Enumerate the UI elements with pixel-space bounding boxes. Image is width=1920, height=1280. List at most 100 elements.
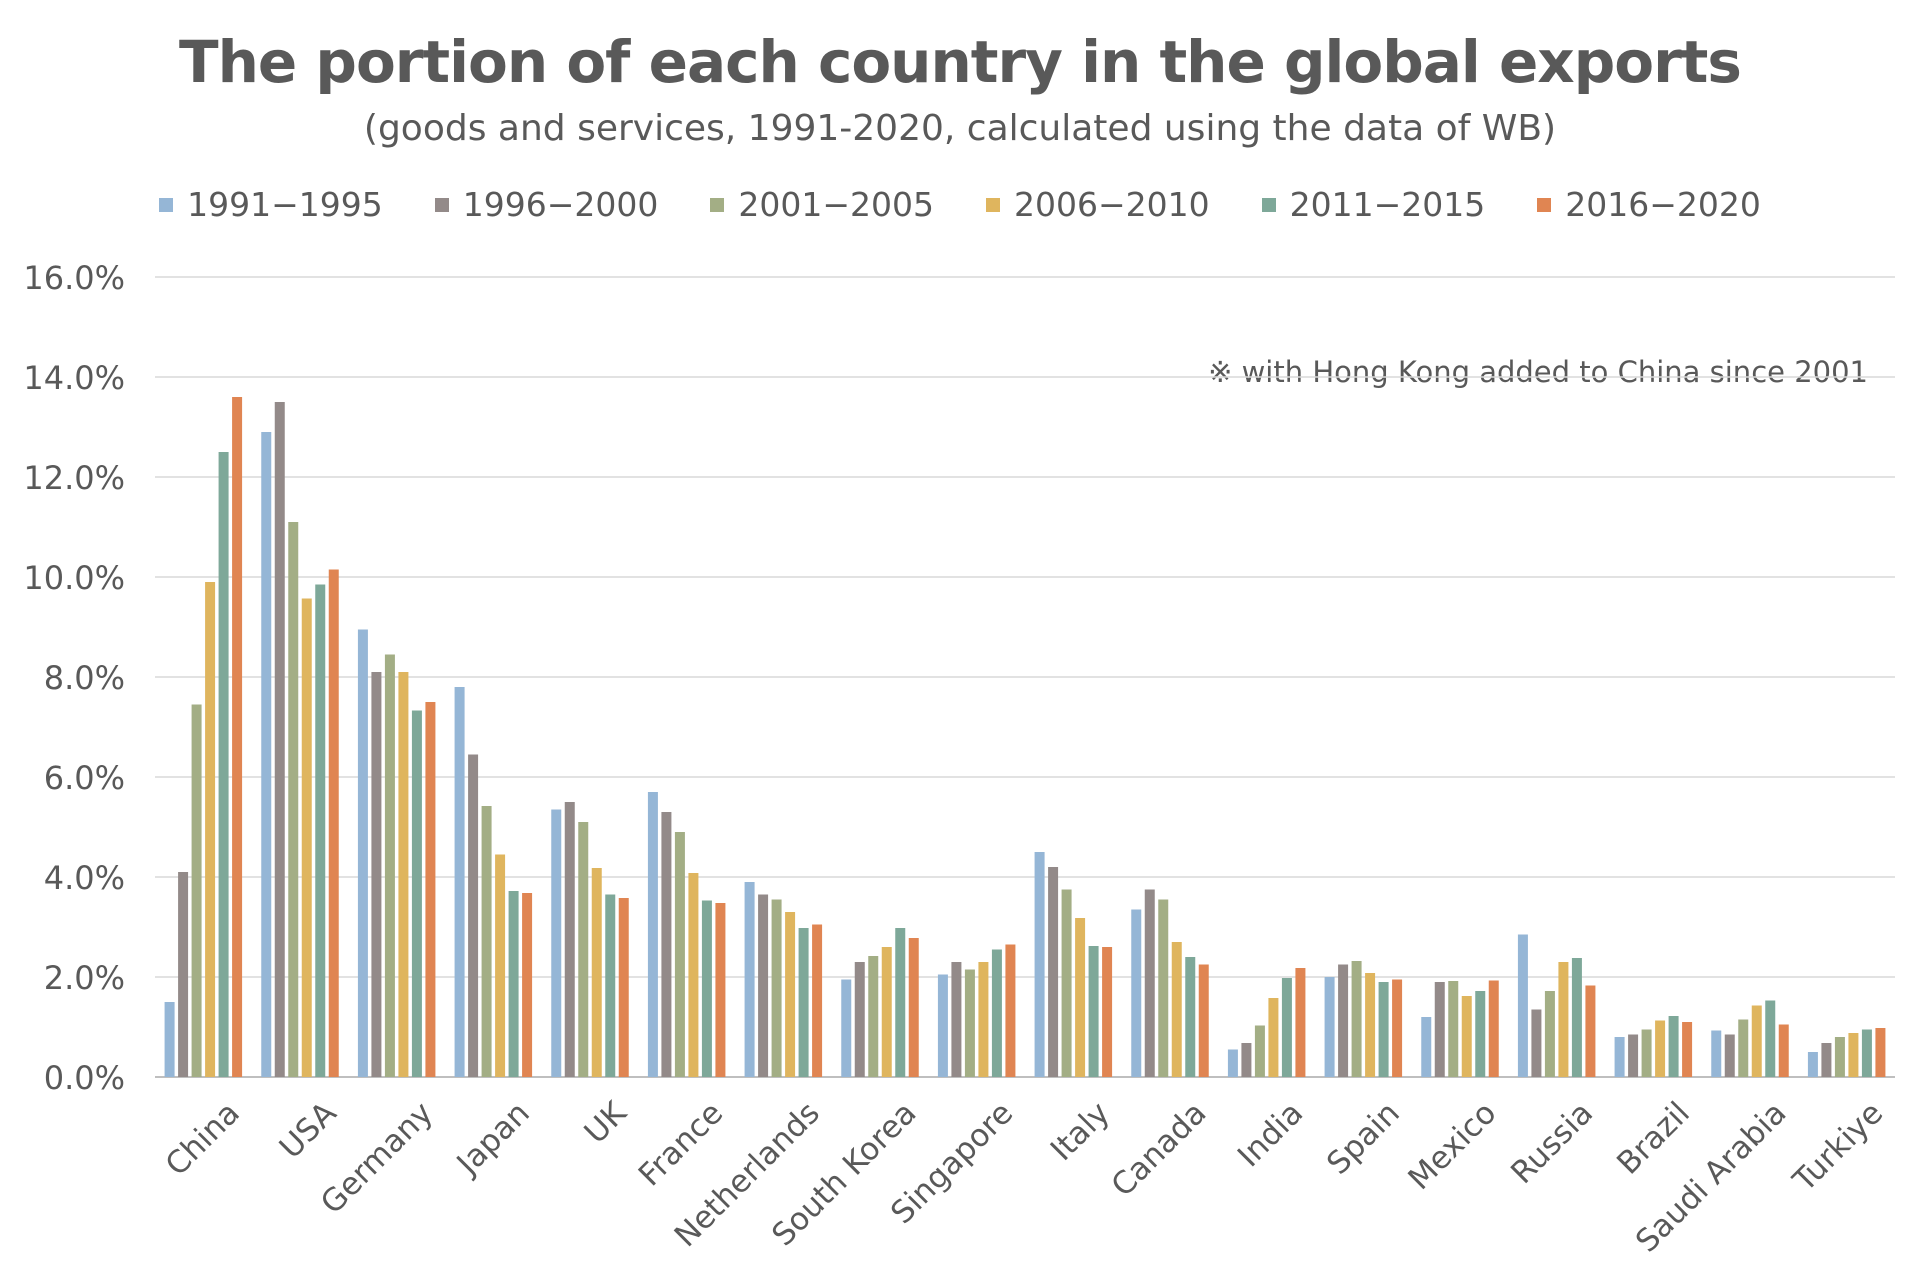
bar: [895, 928, 906, 1077]
legend-item: 2016−2020: [1537, 185, 1761, 224]
bar: [1711, 1030, 1722, 1077]
bar: [1324, 977, 1335, 1077]
bar: [841, 979, 852, 1077]
legend-swatch: [710, 197, 725, 212]
bar: [1131, 909, 1142, 1077]
x-tick-label: Mexico: [1402, 1095, 1504, 1197]
bar: [1171, 942, 1182, 1077]
chart-subtitle: (goods and services, 1991-2020, calculat…: [363, 108, 1557, 149]
y-tick-label: 8.0%: [44, 659, 125, 697]
bar: [1378, 982, 1389, 1077]
y-tick-label: 14.0%: [23, 359, 125, 397]
x-tick-label: Brazil: [1610, 1095, 1697, 1182]
bar: [868, 956, 879, 1077]
bar: [1158, 899, 1169, 1077]
bar: [398, 672, 409, 1077]
bar: [1392, 979, 1403, 1077]
bar: [1778, 1024, 1789, 1077]
bar: [937, 974, 948, 1077]
legend-swatch: [986, 197, 1000, 212]
x-tick-label: France: [632, 1095, 730, 1193]
bar: [1641, 1029, 1652, 1077]
bar: [605, 894, 616, 1077]
x-tick-label: Turkiye: [1786, 1095, 1890, 1199]
bar: [1738, 1019, 1749, 1077]
bar: [481, 806, 492, 1077]
bar: [1558, 962, 1569, 1077]
bar: [357, 629, 368, 1077]
bar: [1488, 980, 1499, 1077]
chart-title: The portion of each country in the globa…: [179, 28, 1742, 96]
bar: [1765, 1000, 1776, 1077]
bar: [164, 1002, 175, 1077]
bar: [468, 754, 479, 1077]
bar: [1821, 1043, 1832, 1077]
bar: [674, 832, 685, 1077]
bar: [951, 962, 962, 1077]
x-tick-label: Italy: [1044, 1095, 1117, 1168]
bar: [1614, 1037, 1625, 1077]
bar: [1185, 957, 1196, 1077]
bar: [618, 898, 629, 1077]
bar: [1655, 1020, 1666, 1077]
bar: [232, 397, 243, 1077]
x-tick-label: UK: [578, 1095, 634, 1151]
x-tick-label: China: [159, 1095, 247, 1183]
bar: [1102, 947, 1113, 1077]
bar: [1807, 1052, 1818, 1077]
bar: [261, 432, 272, 1077]
bar: [1571, 958, 1582, 1077]
legend-item: 2006−2010: [986, 185, 1210, 224]
bar: [1434, 982, 1445, 1077]
bar: [812, 924, 823, 1077]
bar: [1682, 1022, 1693, 1077]
legend-item: 1991−1995: [159, 185, 383, 224]
bar: [551, 809, 562, 1077]
bar: [288, 522, 299, 1077]
bar: [1351, 961, 1362, 1077]
x-tick-label: India: [1231, 1095, 1310, 1174]
bar: [411, 710, 422, 1077]
bar: [1048, 867, 1059, 1077]
legend-swatch: [1261, 197, 1276, 212]
legend-label: 2006−2010: [1014, 185, 1210, 224]
bar: [1585, 985, 1596, 1077]
bar: [564, 802, 575, 1077]
bar: [1724, 1034, 1735, 1077]
bar: [1475, 991, 1486, 1077]
bar: [785, 912, 796, 1077]
x-tick-label: USA: [273, 1095, 344, 1166]
y-tick-label: 4.0%: [44, 859, 125, 897]
bar: [978, 962, 989, 1077]
bar: [591, 868, 602, 1077]
bar: [881, 947, 892, 1077]
bar: [522, 893, 533, 1077]
bar: [1005, 944, 1016, 1077]
bar: [1365, 973, 1376, 1077]
bar: [1227, 1049, 1238, 1077]
bar: [454, 687, 465, 1077]
bar: [274, 402, 285, 1077]
chart-note: ※ with Hong Kong added to China since 20…: [1208, 355, 1868, 389]
y-tick-label: 10.0%: [23, 559, 125, 597]
bar: [301, 598, 312, 1077]
bar: [178, 872, 189, 1077]
bar: [1198, 964, 1209, 1077]
bar: [315, 584, 326, 1077]
bar: [218, 452, 229, 1077]
bar: [758, 894, 769, 1077]
legend-label: 2011−2015: [1289, 185, 1486, 224]
bar: [425, 702, 436, 1077]
bar: [798, 928, 809, 1077]
bar: [1075, 918, 1086, 1077]
bar: [647, 792, 658, 1077]
y-tick-label: 12.0%: [23, 459, 125, 497]
bar: [1088, 946, 1099, 1077]
bar: [191, 704, 202, 1077]
legend-label: 2016−2020: [1565, 185, 1761, 224]
bar: [578, 822, 589, 1077]
bar: [508, 891, 519, 1077]
y-tick-label: 2.0%: [44, 959, 125, 997]
bar: [1628, 1034, 1639, 1077]
